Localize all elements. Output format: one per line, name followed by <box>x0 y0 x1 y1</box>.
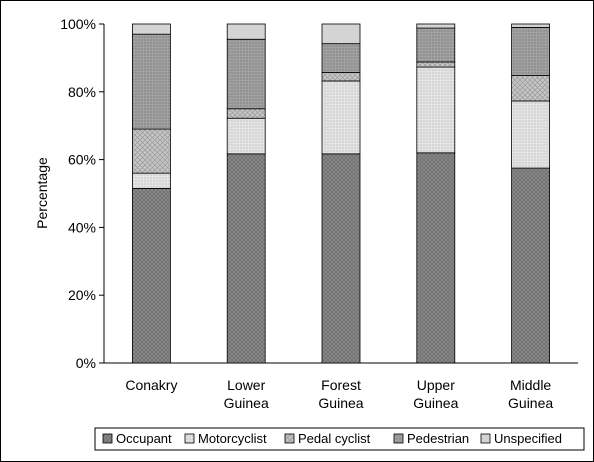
legend-label: Pedestrian <box>407 431 469 446</box>
y-tick-label: 40% <box>68 219 96 235</box>
bar-segment-motorcyclist <box>226 117 266 155</box>
x-tick-label: Upper <box>417 377 455 393</box>
bar-segment-pedal-cyclist <box>416 61 456 68</box>
bar-segment-occupant <box>131 188 171 364</box>
bars <box>131 23 551 364</box>
y-tick-label: 60% <box>68 152 96 168</box>
bar-segment-pedal-cyclist <box>131 128 171 174</box>
y-ticks: 0% 20% 40% 60% 80% 100% <box>60 16 104 371</box>
y-tick-label: 20% <box>68 287 96 303</box>
y-tick-label: 80% <box>68 84 96 100</box>
bar-segment-occupant <box>511 167 551 364</box>
legend-label: Motorcyclist <box>198 431 267 446</box>
bar-segment-motorcyclist <box>131 172 171 189</box>
x-tick-label: Lower <box>227 377 265 393</box>
x-tick-label: Guinea <box>413 395 458 411</box>
bar-segment-occupant <box>226 153 266 364</box>
bar-segment-occupant <box>416 152 456 364</box>
legend-swatch <box>184 433 195 444</box>
bar-segment-pedestrian <box>511 26 551 76</box>
bar-segment-unspecified <box>416 23 456 29</box>
y-tick-label: 100% <box>60 16 96 32</box>
x-tick-label: Forest <box>321 377 361 393</box>
bar-segment-pedal-cyclist <box>321 72 361 82</box>
bar-segment-unspecified <box>226 23 266 40</box>
bar-segment-pedal-cyclist <box>226 108 266 119</box>
bar-segment-pedestrian <box>226 38 266 110</box>
bar-segment-pedal-cyclist <box>511 75 551 102</box>
y-axis-label: Percentage <box>34 157 50 229</box>
x-tick-label: Guinea <box>224 395 269 411</box>
x-category-labels: Conakry Lower Guinea Forest Guinea Upper Guine… <box>125 377 553 411</box>
bar-segment-pedestrian <box>416 27 456 63</box>
x-tick-label: Guinea <box>508 395 553 411</box>
bar-segment-motorcyclist <box>416 66 456 154</box>
bar-segment-unspecified <box>131 23 171 35</box>
bar-segment-motorcyclist <box>321 80 361 155</box>
bar-segment-pedestrian <box>131 33 171 130</box>
legend-label: Pedal cyclist <box>298 431 371 446</box>
bar-segment-pedestrian <box>321 43 361 73</box>
bar-segment-motorcyclist <box>511 100 551 169</box>
legend-label: Occupant <box>116 431 172 446</box>
bar-segment-occupant <box>321 153 361 364</box>
legend-swatch <box>480 433 491 444</box>
legend-swatch <box>102 433 113 444</box>
x-tick-label: Middle <box>510 377 551 393</box>
x-tick-label: Guinea <box>318 395 363 411</box>
bar-segment-unspecified <box>511 23 551 28</box>
legend-swatch <box>393 433 404 444</box>
y-tick-label: 0% <box>76 355 96 371</box>
legend: Occupant Motorcyclist Pedal cyclist Pedestr… <box>102 431 562 446</box>
legend-label: Unspecified <box>494 431 562 446</box>
bar-segment-unspecified <box>321 23 361 45</box>
legend-swatch <box>284 433 295 444</box>
legend-box <box>94 427 585 451</box>
x-tick-label: Conakry <box>125 377 177 393</box>
